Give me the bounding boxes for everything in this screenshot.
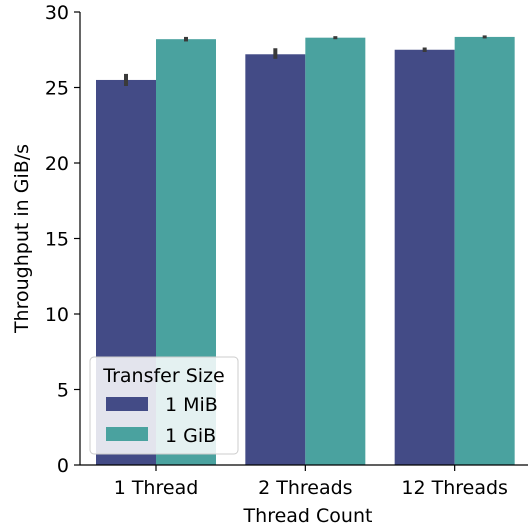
bars-layer bbox=[96, 36, 515, 466]
y-tick-label-15: 15 bbox=[45, 229, 69, 251]
x-tick-label-2-threads: 2 Threads bbox=[258, 477, 352, 499]
error-bars-layer bbox=[124, 35, 487, 86]
legend-label-1-mib: 1 MiB bbox=[165, 394, 218, 416]
y-tick-label-30: 30 bbox=[45, 2, 69, 24]
bar-1-mib-2-threads bbox=[245, 54, 306, 465]
bar-1-mib-12-threads bbox=[394, 49, 455, 465]
x-tick-label-12-threads: 12 Threads bbox=[401, 477, 508, 499]
legend-swatch-1-gib bbox=[106, 427, 148, 441]
y-tick-label-0: 0 bbox=[57, 455, 69, 477]
y-ticks: 0 5 10 15 20 25 30 bbox=[45, 2, 80, 477]
y-tick-label-25: 25 bbox=[45, 78, 69, 100]
y-tick-label-10: 10 bbox=[45, 304, 69, 326]
legend-label-1-gib: 1 GiB bbox=[165, 425, 216, 447]
x-axis-label: Thread Count bbox=[243, 505, 373, 527]
bar-1-gib-2-threads bbox=[305, 37, 366, 466]
legend-title: Transfer Size bbox=[102, 365, 224, 387]
legend: Transfer Size 1 MiB 1 GiB bbox=[89, 356, 239, 455]
x-ticks: 1 Thread 2 Threads 12 Threads bbox=[114, 465, 508, 499]
y-tick-label-5: 5 bbox=[57, 380, 69, 402]
bar-1-gib-12-threads bbox=[454, 36, 515, 465]
y-tick-label-20: 20 bbox=[45, 153, 69, 175]
y-axis-label: Throughput in GiB/s bbox=[11, 144, 33, 334]
legend-swatch-1-mib bbox=[106, 397, 148, 411]
x-tick-label-1-thread: 1 Thread bbox=[114, 477, 199, 499]
